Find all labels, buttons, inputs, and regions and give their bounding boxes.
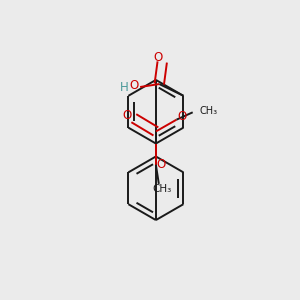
Text: H: H xyxy=(120,81,128,94)
Text: O: O xyxy=(177,110,186,123)
Text: CH₃: CH₃ xyxy=(199,106,217,116)
Text: O: O xyxy=(123,109,132,122)
Text: O: O xyxy=(130,79,139,92)
Text: O: O xyxy=(154,51,163,64)
Text: O: O xyxy=(157,158,166,171)
Text: CH₃: CH₃ xyxy=(152,184,171,194)
